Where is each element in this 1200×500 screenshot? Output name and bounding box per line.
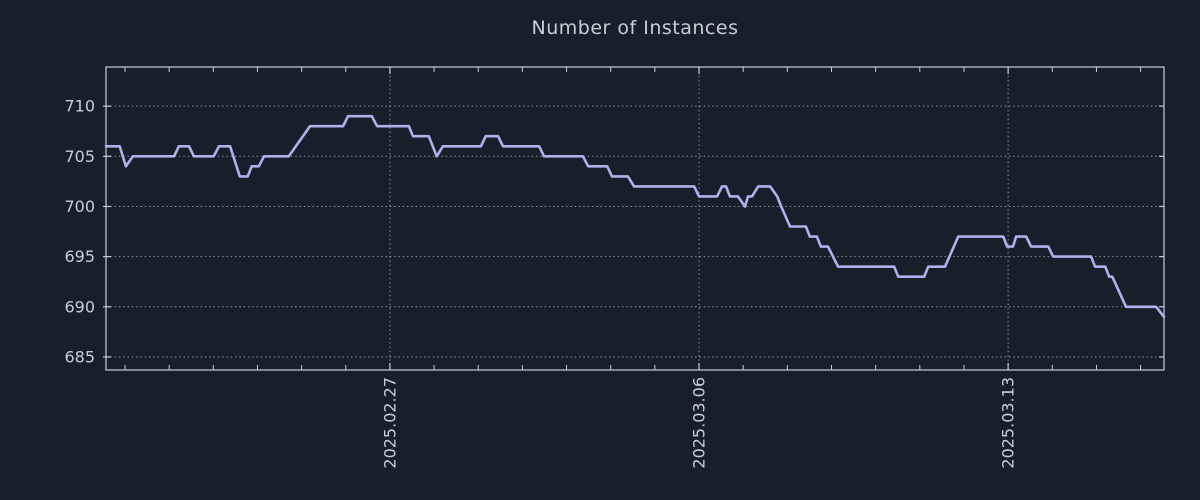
x-tick-label: 2025.03.13 (999, 377, 1018, 469)
plot-frame (105, 66, 1165, 371)
y-tick-label: 685 (64, 347, 95, 366)
y-tick-label: 700 (64, 197, 95, 216)
y-tick-label: 690 (64, 297, 95, 316)
series-line (104, 114, 1166, 319)
y-tick-label: 695 (64, 247, 95, 266)
x-tick-label: 2025.03.06 (690, 377, 709, 469)
y-tick-label: 710 (64, 97, 95, 116)
x-tick-label: 2025.02.27 (380, 377, 399, 469)
chart-title: Number of Instances (531, 17, 739, 39)
y-tick-label: 705 (64, 147, 95, 166)
